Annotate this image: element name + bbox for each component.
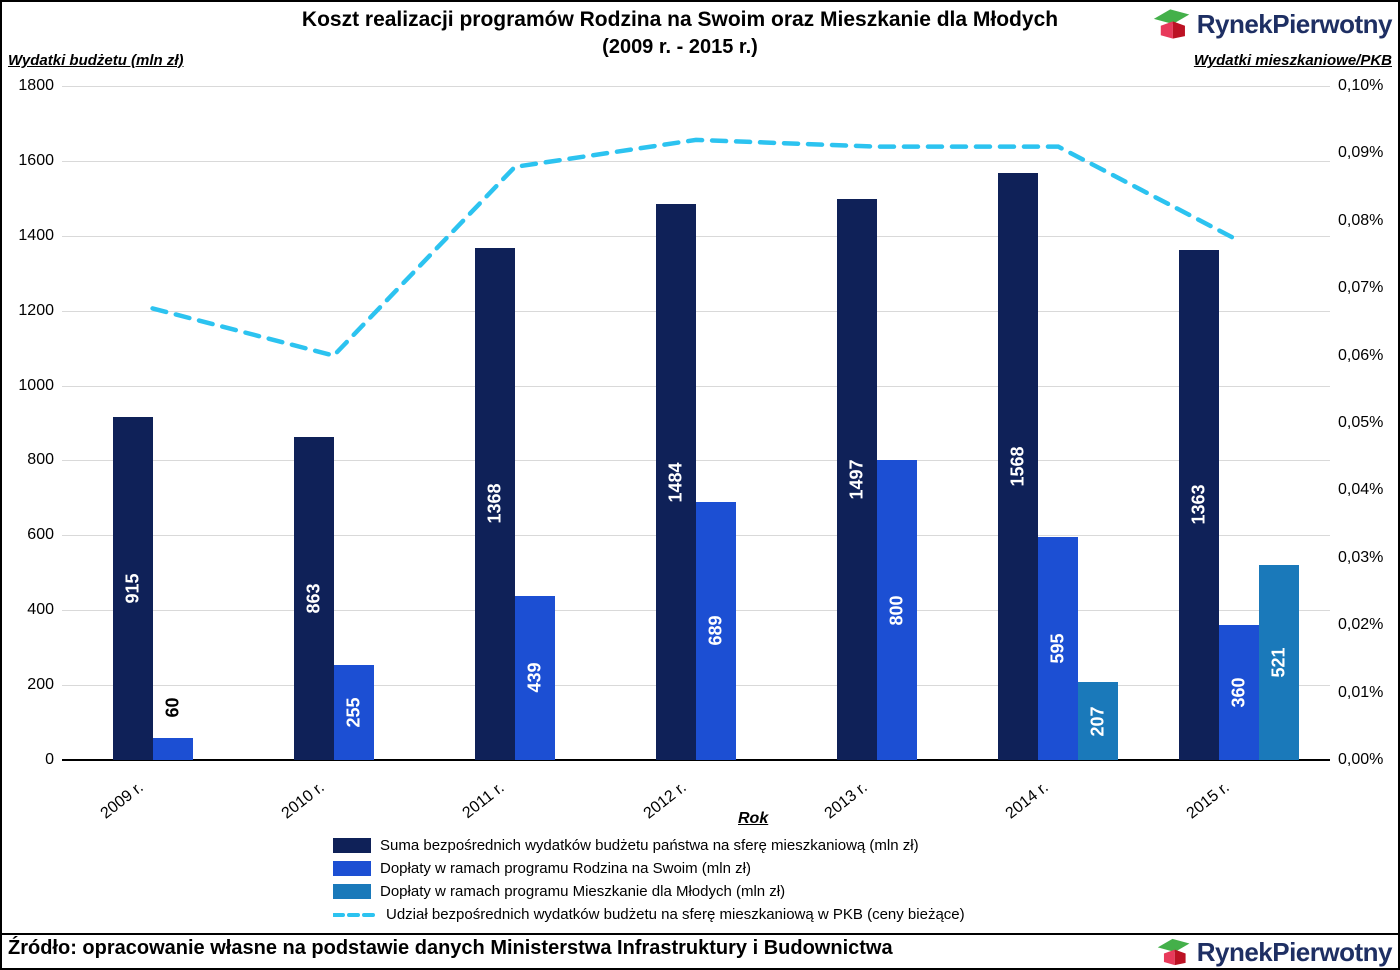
legend-swatch (333, 837, 371, 853)
bar (333, 664, 374, 760)
brand-logo-text: RynekPierwotny (1196, 936, 1393, 967)
x-tick-label: 2010 r. (278, 778, 328, 823)
title-block: Koszt realizacji programów Rodzina na Sw… (20, 8, 1340, 59)
brand-logo: RynekPierwotny (1156, 936, 1393, 968)
left-axis-tick: 1600 (18, 151, 54, 169)
legend-item: Udział bezpośrednich wydatków budżetu na… (332, 905, 965, 923)
right-axis-tick: 0,03% (1338, 548, 1384, 566)
logo-front (1160, 21, 1173, 39)
bar (1219, 625, 1260, 760)
gridline (62, 385, 1330, 387)
left-axis-tick: 600 (27, 526, 54, 544)
logo-side (1174, 949, 1186, 966)
bar (1259, 564, 1300, 760)
gridline (62, 160, 1330, 162)
bar (877, 460, 918, 760)
logo-roof (1157, 938, 1190, 952)
chart-title: Koszt realizacji programów Rodzina na Sw… (301, 8, 1059, 31)
bar (837, 199, 878, 760)
brand-logo-icon (1153, 9, 1189, 39)
right-axis-tick: 0,10% (1338, 77, 1384, 94)
legend-dashed-line-swatch (332, 907, 378, 922)
left-axis-tick: 0 (45, 751, 54, 768)
left-axis-tick: 400 (27, 601, 54, 619)
pkb-line (150, 137, 1242, 359)
right-axis-tick: 0,08% (1338, 211, 1384, 229)
logo-front (1163, 949, 1175, 966)
bar (696, 502, 736, 760)
left-axis-tick: 1200 (18, 301, 54, 319)
right-axis-tick: 0,05% (1338, 414, 1384, 431)
right-axis-tick: 0,09% (1338, 144, 1384, 162)
bar (1179, 249, 1220, 760)
left-axis-tick: 1800 (18, 77, 54, 94)
x-tick-label: 2015 r. (1184, 778, 1234, 823)
left-axis-tick: 1000 (18, 376, 54, 394)
gridline (62, 86, 1330, 87)
gridline (62, 235, 1330, 237)
x-tick-label: 2009 r. (97, 778, 147, 823)
logo-roof (1153, 9, 1189, 24)
right-axis-title: Wydatki mieszkaniowe/PKB (1193, 52, 1392, 69)
right-axis-tick: 0,07% (1338, 279, 1384, 297)
brand-logo-icon (1157, 938, 1190, 966)
gridline (62, 310, 1330, 312)
right-axis-tick: 0,04% (1338, 481, 1384, 499)
brand-logo-text: RynekPierwotny (1196, 8, 1393, 39)
bar (474, 247, 515, 760)
legend-item: Dopłaty w ramach programu Mieszkanie dla… (333, 882, 965, 900)
logo-side (1172, 21, 1185, 39)
gridline (62, 460, 1330, 462)
left-axis-tick: 200 (27, 676, 54, 694)
x-axis-title: Rok (738, 810, 769, 827)
bar (1038, 537, 1079, 760)
x-tick-label: 2013 r. (821, 778, 871, 823)
legend-label: Dopłaty w ramach programu Rodzina na Swo… (380, 859, 751, 877)
bar (1078, 682, 1119, 760)
left-axis-tick: 1400 (18, 226, 54, 244)
left-axis-tick: 800 (27, 451, 54, 469)
bar (514, 595, 555, 760)
x-tick-label: 2011 r. (459, 779, 508, 823)
legend-swatch (333, 883, 371, 899)
x-axis-line (62, 759, 1330, 761)
legend-label: Udział bezpośrednich wydatków budżetu na… (386, 905, 965, 923)
bar (152, 737, 193, 760)
bar (112, 417, 153, 760)
footer-divider (0, 933, 1400, 935)
legend-item: Dopłaty w ramach programu Rodzina na Swo… (333, 859, 965, 877)
brand-logo: RynekPierwotny (1152, 6, 1393, 42)
left-axis-title: Wydatki budżetu (mln zł) (8, 52, 184, 69)
x-tick-label: 2014 r. (1002, 778, 1052, 823)
legend-swatch (333, 860, 371, 876)
chart-subtitle: (2009 r. - 2015 r.) (602, 36, 758, 58)
legend-label: Dopłaty w ramach programu Mieszkanie dla… (380, 882, 786, 900)
bar (293, 436, 334, 760)
right-axis-tick: 0,02% (1338, 616, 1384, 634)
right-axis-tick: 0,01% (1338, 683, 1384, 701)
bar (998, 172, 1039, 760)
bar (656, 204, 696, 760)
x-tick-label: 2012 r. (640, 778, 690, 823)
right-axis-tick: 0,06% (1338, 346, 1384, 364)
right-axis-tick: 0,00% (1338, 751, 1384, 768)
legend-label: Suma bezpośrednich wydatków budżetu pańs… (380, 836, 919, 854)
pkb-line-chart (150, 137, 1242, 359)
legend: Suma bezpośrednich wydatków budżetu pańs… (332, 836, 965, 928)
legend-item: Suma bezpośrednich wydatków budżetu pańs… (333, 836, 965, 854)
source-note: Źródło: opracowanie własne na podstawie … (8, 937, 893, 959)
